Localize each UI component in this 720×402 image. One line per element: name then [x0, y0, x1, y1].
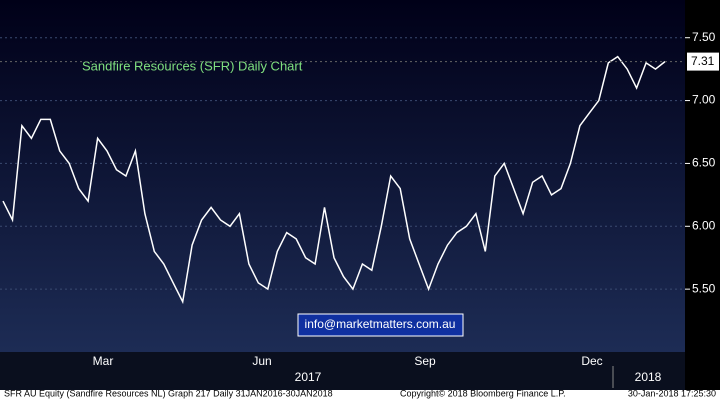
watermark-box — [297, 313, 464, 337]
y-tick-label: 6.00 — [692, 218, 716, 232]
plot-background — [0, 0, 685, 352]
x-axis-background — [0, 352, 685, 390]
chart-title: Sandfire Resources (SFR) Daily Chart — [82, 58, 303, 73]
y-tick-label: 6.50 — [692, 156, 716, 170]
x-tick-label: Jun — [252, 354, 271, 368]
year-label: 2018 — [635, 370, 662, 384]
y-tick-label: 7.00 — [692, 93, 716, 107]
y-tick-label: 5.50 — [692, 281, 716, 295]
watermark: info@marketmatters.com.au — [305, 317, 456, 331]
x-tick-label: Mar — [93, 354, 114, 368]
x-tick-label: Sep — [414, 354, 436, 368]
x-tick-label: Dec — [581, 354, 602, 368]
footer-right: 30-Jan-2018 17:25:30 — [628, 388, 716, 398]
last-price-label: 7.31 — [691, 54, 715, 68]
footer-left: SFR AU Equity (Sandfire Resources NL) Gr… — [4, 388, 333, 398]
year-label: 2017 — [295, 370, 322, 384]
last-price-box — [687, 52, 719, 71]
price-line — [2, 55, 666, 305]
footer-center: Copyright© 2018 Bloomberg Finance L.P. — [400, 388, 566, 398]
y-tick-label: 7.50 — [692, 30, 716, 44]
